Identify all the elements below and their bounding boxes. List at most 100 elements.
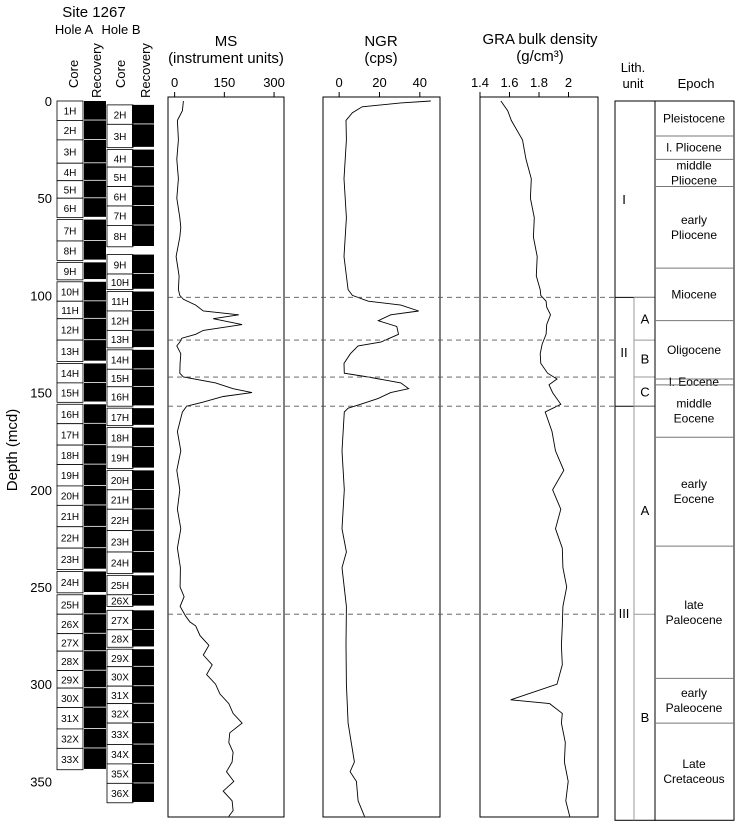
recovery-bar bbox=[132, 369, 154, 386]
core-label: 3H bbox=[64, 148, 77, 159]
core-label: 23H bbox=[111, 537, 129, 548]
epoch-label: late bbox=[684, 598, 704, 612]
recovery-bar bbox=[132, 489, 154, 509]
x-tick-label: 150 bbox=[213, 75, 235, 90]
recovery-bar bbox=[132, 594, 154, 606]
panel-frame bbox=[322, 96, 441, 818]
epoch-label: Oligocene bbox=[667, 343, 721, 357]
epoch-label: Pliocene bbox=[671, 228, 717, 242]
panel-frame bbox=[479, 96, 599, 818]
core-box bbox=[56, 261, 84, 281]
epoch-label: Late bbox=[682, 757, 706, 771]
core-label: 16H bbox=[111, 392, 129, 403]
recovery-bar bbox=[132, 310, 154, 330]
core-label: 27X bbox=[111, 616, 129, 627]
recovery-bar bbox=[84, 594, 106, 614]
depth-tick-label: 200 bbox=[30, 483, 52, 498]
core-label: 31X bbox=[111, 691, 129, 702]
core-label: 4H bbox=[114, 154, 127, 165]
core-label: 1H bbox=[64, 107, 77, 118]
epoch-label: Eocene bbox=[674, 412, 715, 426]
core-label: 25H bbox=[111, 581, 129, 592]
epoch-label: l. Pliocene bbox=[666, 141, 722, 155]
x-tick-label: 2 bbox=[565, 75, 572, 90]
recovery-bar bbox=[84, 262, 106, 280]
recovery-bar bbox=[84, 404, 106, 423]
epoch-label: Paleocene bbox=[666, 701, 723, 715]
recovery-bar bbox=[132, 186, 154, 206]
unit-label: III bbox=[619, 606, 630, 621]
recovery-bar bbox=[132, 225, 154, 246]
subunit-label: B bbox=[641, 710, 650, 725]
core-label: 33X bbox=[111, 730, 129, 741]
core-label: 16H bbox=[61, 410, 79, 421]
recovery-bar bbox=[84, 485, 106, 505]
recovery-bar bbox=[84, 318, 106, 340]
recovery-bar bbox=[132, 386, 154, 406]
recovery-bar bbox=[132, 763, 154, 783]
recovery-bar bbox=[84, 526, 106, 548]
core-label: 7H bbox=[64, 226, 77, 237]
x-tick-label: 1.4 bbox=[471, 75, 489, 90]
recovery-bar bbox=[84, 464, 106, 486]
epoch-label: Eocene bbox=[674, 492, 715, 506]
recovery-bar bbox=[132, 408, 154, 425]
unit-boundary-lines bbox=[168, 296, 615, 615]
log-panels: 0 150 300 0 20 40 1.4 1.6 1.8 2 bbox=[167, 75, 599, 818]
recovery-bar bbox=[132, 447, 154, 468]
core-label: 29X bbox=[61, 675, 79, 686]
core-label: 12H bbox=[61, 325, 79, 336]
subunit-label: A bbox=[641, 312, 650, 327]
series-line bbox=[341, 100, 431, 817]
core-label: 5H bbox=[64, 185, 77, 196]
subunit-label: A bbox=[641, 503, 650, 518]
core-label: 9H bbox=[114, 260, 127, 271]
recovery-bar bbox=[84, 163, 106, 180]
hole-a-label: Hole A bbox=[55, 22, 94, 37]
recovery-bar bbox=[132, 552, 154, 573]
recovery-bar bbox=[84, 707, 106, 729]
core-columns: 1H 2H 3H 4H 5H 6H 7H 8H 9H 10H 11H 12H 13H 14H 15H 16H 1… bbox=[56, 100, 154, 804]
core-label: 25H bbox=[61, 600, 79, 611]
x-tick-label: 300 bbox=[263, 75, 285, 90]
hole-b-recovery-header: Recovery bbox=[138, 43, 153, 98]
x-tick-label: 0 bbox=[336, 75, 343, 90]
recovery-bar bbox=[84, 240, 106, 260]
recovery-bar bbox=[84, 748, 106, 769]
core-label: 27X bbox=[61, 638, 79, 649]
core-label: 24H bbox=[111, 559, 129, 570]
x-tick-label: 1.8 bbox=[530, 75, 548, 90]
core-label: 8H bbox=[114, 232, 127, 243]
recovery-bar bbox=[132, 610, 154, 629]
recovery-bar bbox=[132, 104, 154, 124]
ms-subtitle: (instrument units) bbox=[168, 50, 284, 67]
core-label: 19H bbox=[61, 471, 79, 482]
gra-subtitle: (g/cm³) bbox=[516, 48, 564, 65]
recovery-bar bbox=[84, 382, 106, 402]
core-label: 4H bbox=[64, 168, 77, 179]
recovery-bar bbox=[132, 744, 154, 764]
recovery-bar bbox=[132, 666, 154, 686]
recovery-bar bbox=[132, 149, 154, 167]
epoch-label: Miocene bbox=[671, 287, 717, 301]
core-label: 15H bbox=[61, 389, 79, 400]
recovery-bar bbox=[132, 274, 154, 289]
epoch-label: Pleistocene bbox=[663, 111, 725, 125]
epoch-label: Paleocene bbox=[666, 613, 723, 627]
recovery-bar bbox=[84, 614, 106, 633]
gra-title: GRA bulk density bbox=[482, 31, 598, 48]
epoch-label: early bbox=[681, 213, 707, 227]
core-box bbox=[56, 571, 84, 594]
epoch-label: early bbox=[681, 686, 707, 700]
recovery-bar bbox=[84, 363, 106, 383]
core-label: 14H bbox=[61, 369, 79, 380]
core-label: 2H bbox=[64, 126, 77, 137]
recovery-bar bbox=[132, 783, 154, 802]
depth-tick-label: 150 bbox=[30, 386, 52, 401]
epoch-label: Pliocene bbox=[671, 173, 717, 187]
panel-frame bbox=[167, 96, 285, 818]
depth-tick-label: 0 bbox=[45, 94, 52, 109]
series-line bbox=[500, 100, 571, 817]
